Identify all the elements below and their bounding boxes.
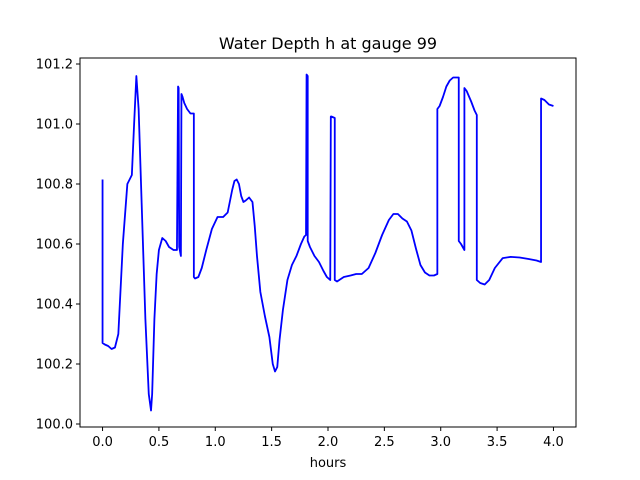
x-axis: 0.0 0.5 1.0 1.5 2.0 2.5 3.0 3.5 4.0 (92, 427, 564, 450)
x-tick-label: 1.0 (205, 435, 226, 450)
x-tick-label: 3.5 (487, 435, 508, 450)
y-tick-label: 100.6 (36, 238, 73, 253)
x-tick-label: 3.0 (430, 435, 451, 450)
y-axis: 100.0 100.2 100.4 100.6 100.8 101.0 101.2 (36, 58, 80, 433)
series-line-0 (101, 73, 554, 412)
y-tick-label: 101.0 (36, 118, 73, 133)
chart-title: Water Depth h at gauge 99 (219, 34, 437, 53)
y-tick-label: 101.2 (36, 58, 73, 73)
x-tick-label: 4.0 (543, 435, 564, 450)
y-tick-label: 100.2 (36, 358, 73, 373)
plot-area (101, 73, 554, 412)
y-tick-label: 100.4 (36, 298, 73, 313)
x-tick-label: 1.5 (261, 435, 282, 450)
x-tick-label: 0.0 (92, 435, 113, 450)
y-tick-label: 100.8 (36, 178, 73, 193)
axes-frame (79, 57, 577, 428)
x-axis-label: hours (310, 456, 347, 471)
x-tick-label: 0.5 (149, 435, 170, 450)
y-tick-label: 100.0 (36, 418, 73, 433)
x-tick-label: 2.0 (318, 435, 339, 450)
x-tick-label: 2.5 (374, 435, 395, 450)
